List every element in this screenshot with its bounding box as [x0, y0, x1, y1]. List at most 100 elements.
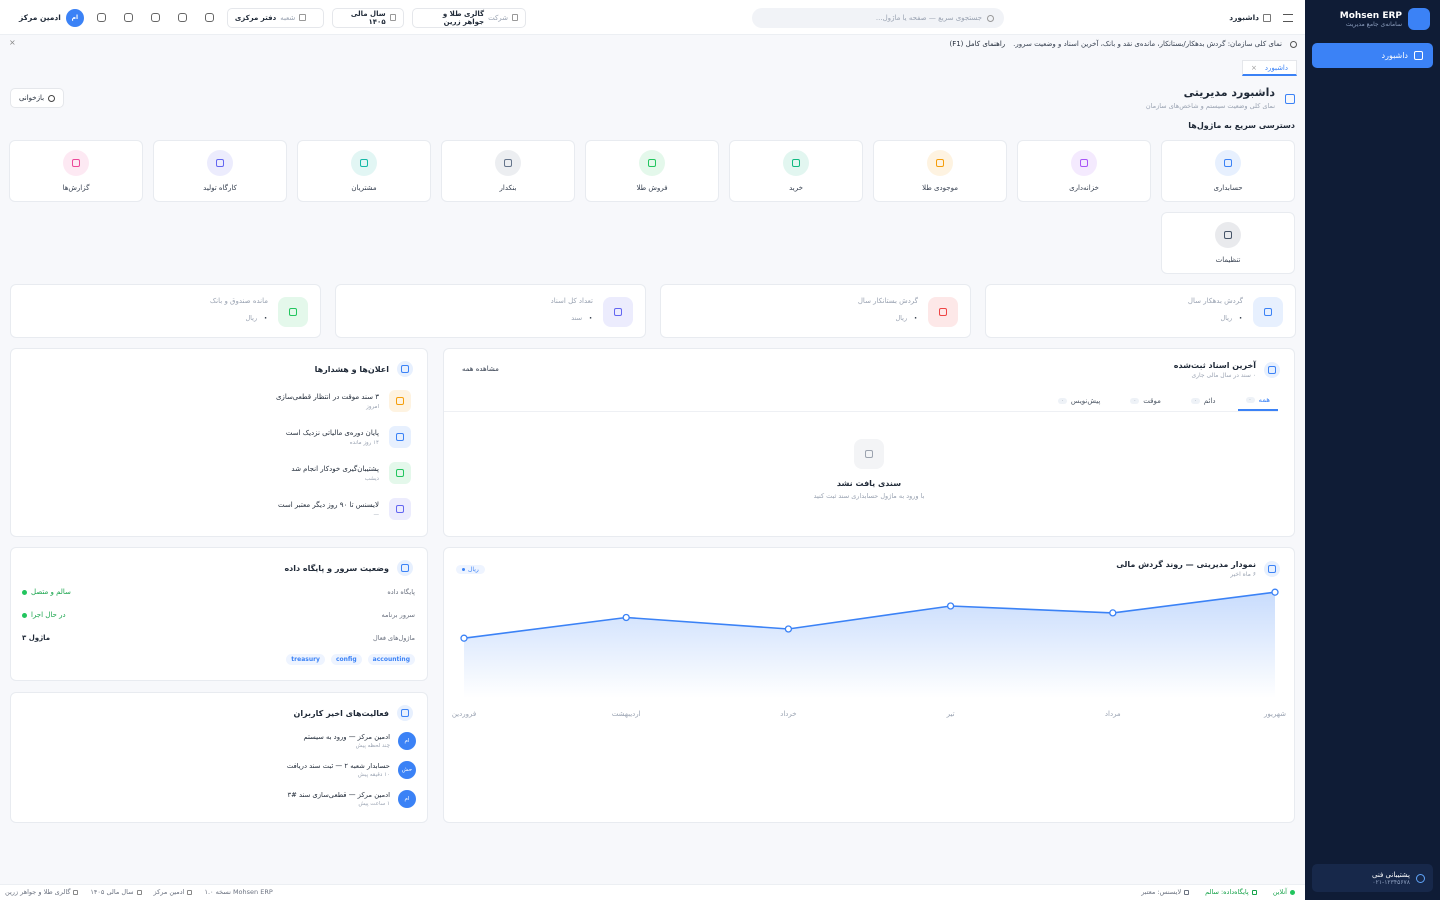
stat-value: ۰ — [913, 313, 918, 322]
module-card[interactable]: خرید — [729, 140, 863, 202]
doc-tab-count: ۰ — [1190, 398, 1200, 404]
footer-left: گالری طلا و جواهر زرین سال مالی ۱۴۰۵ ادمین… — [5, 888, 273, 896]
doc-button[interactable] — [177, 13, 187, 22]
page-subtitle: نمای کلی وضعیت سیستم و شاخص‌های سازمان — [1145, 102, 1275, 110]
brand-name: Mohsen ERP — [1339, 10, 1402, 21]
user-menu[interactable]: ادمین مرکز ام — [14, 8, 84, 27]
module-icon — [1071, 150, 1097, 176]
activity-time: ۱۰ دقیقه پیش — [357, 772, 390, 778]
alert-text: پایان دوره‌ی مالیاتی نزدیک است ۱۴ روز مان… — [286, 429, 379, 446]
notice-close[interactable]: × — [9, 38, 16, 47]
selector-value: دفتر مرکزی — [234, 13, 277, 22]
brand-subtitle: سامانه‌ی جامع مدیریت — [1345, 20, 1402, 28]
alert-item: لایسنس تا ۹۰ روز دیگر معتبر است — — [278, 498, 411, 520]
bell-button[interactable] — [204, 13, 214, 22]
module-card[interactable]: مشتریان — [297, 140, 431, 202]
brand: Mohsen ERP سامانه‌ی جامع مدیریت — [1340, 8, 1430, 30]
header-text: داشبورد مدیریتی نمای کلی وضعیت سیستم و شا… — [1146, 86, 1275, 110]
activity-time: چند لحظه پیش — [355, 743, 390, 749]
activity-text: ادمین مرکز — ورود به سیستم چند لحظه پیش — [303, 733, 390, 749]
module-name: حسابداری — [1213, 184, 1243, 192]
page-title: داشبورد مدیریتی — [1183, 86, 1275, 99]
x-tick-label: اردیبهشت — [612, 710, 641, 718]
activity-time: ۱ ساعت پیش — [358, 801, 390, 807]
help-button[interactable] — [96, 13, 106, 22]
menu-button[interactable] — [123, 13, 133, 22]
card-header-text: آخرین اسناد ثبت‌شده ۰ سند در سال مالی جار… — [1174, 361, 1256, 379]
card-title: فعالیت‌های اخیر کاربران — [293, 708, 389, 718]
stat-label: گردش بدهکار سال — [1187, 297, 1243, 305]
card-header-text: فعالیت‌های اخیر کاربران — [293, 709, 389, 718]
module-tag: treasury — [286, 654, 325, 665]
doc-tab-name: موقت — [1143, 397, 1161, 405]
module-card[interactable]: موجودی طلا — [873, 140, 1007, 202]
glyph — [1224, 231, 1232, 239]
search-box[interactable]: جستجوی سریع — صفحه یا ماژول... — [752, 8, 1004, 28]
module-card[interactable]: کارگاه تولید — [153, 140, 287, 202]
selector[interactable]: شعبه دفتر مرکزی — [226, 7, 324, 28]
module-tag: accounting — [367, 654, 415, 665]
doc-tab[interactable]: دائم ۰ — [1183, 391, 1224, 411]
alert-message: ۳ سند موقت در انتظار قطعی‌سازی — [275, 392, 379, 401]
module-card[interactable]: تنظیمات — [1161, 212, 1295, 274]
nav-item[interactable]: داشبورد — [1312, 43, 1433, 68]
server-label: ماژول‌های فعال — [373, 634, 415, 642]
module-card[interactable]: خزانه‌داری — [1017, 140, 1151, 202]
breadcrumb-text: داشبورد — [1229, 13, 1259, 22]
module-icon — [1215, 150, 1241, 176]
stat-card: گردش بستانکار سال ۰ ریال — [660, 284, 971, 338]
stat-unit: ریال — [1220, 314, 1233, 322]
module-card[interactable]: فروش طلا — [585, 140, 719, 202]
module-icon — [1215, 222, 1241, 248]
module-name: موجودی طلا — [922, 184, 958, 192]
theme-button[interactable] — [150, 13, 160, 22]
selector[interactable]: شرکت گالری طلا و جواهر زرین — [411, 7, 526, 28]
unit-label: ریال — [468, 566, 479, 573]
refresh-button[interactable]: بازخوانی — [10, 88, 64, 108]
card-header-text: اعلان‌ها و هشدارها — [315, 365, 389, 374]
footer-item: ادمین مرکز — [154, 888, 193, 896]
module-card[interactable]: بنکدار — [441, 140, 575, 202]
selector[interactable]: سال مالی ۱۴۰۵ — [331, 7, 404, 28]
empty-title: سندی یافت نشد — [836, 479, 902, 488]
alert-icon — [389, 498, 411, 520]
stat-label: تعداد کل اسناد — [550, 297, 593, 305]
selector-value: گالری طلا و جواهر زرین — [442, 9, 485, 26]
card-icon — [1264, 362, 1280, 378]
page-tab[interactable]: داشبورد × — [1241, 60, 1297, 76]
card-header: فعالیت‌های اخیر کاربران — [293, 705, 413, 721]
doc-tab[interactable]: پیش‌نویس ۰ — [1050, 391, 1108, 411]
module-card[interactable]: گزارش‌ها — [9, 140, 143, 202]
footer-item: گالری طلا و جواهر زرین — [5, 888, 79, 896]
glyph — [401, 564, 409, 572]
menu-icon[interactable] — [1283, 13, 1293, 22]
activity-avatar: ام — [398, 732, 416, 750]
tags: accounting config treasury — [286, 654, 415, 665]
alert-text: لایسنس تا ۹۰ روز دیگر معتبر است — — [278, 501, 379, 518]
selector-icon — [512, 14, 518, 21]
activity-item: ام ادمین مرکز — ورود به سیستم چند لحظه پیش — [303, 732, 416, 750]
doc-tab-count: ۰ — [1245, 397, 1255, 403]
glyph — [396, 469, 404, 477]
brand-logo — [1408, 8, 1430, 30]
info-icon — [1290, 40, 1297, 48]
module-icon — [927, 150, 953, 176]
doc-tab[interactable]: موقت ۰ — [1122, 391, 1169, 411]
doc-tab-name: همه — [1258, 396, 1271, 404]
module-name: تنظیمات — [1215, 256, 1241, 264]
glyph — [504, 159, 512, 167]
header-icon — [1285, 94, 1295, 104]
point — [460, 634, 468, 642]
glyph — [72, 159, 80, 167]
footer-text: پایگاه‌داده: سالم — [1205, 888, 1249, 896]
server-value: سالم و متصل — [22, 588, 71, 596]
module-card[interactable]: حسابداری — [1161, 140, 1295, 202]
module-name: کارگاه تولید — [203, 184, 237, 192]
footer-item: سال مالی ۱۴۰۵ — [90, 888, 142, 896]
notice-help[interactable]: راهنمای کامل (F1) — [949, 40, 1006, 48]
doc-tab[interactable]: همه ۰ — [1237, 391, 1278, 411]
view-all[interactable]: مشاهده همه — [462, 365, 499, 373]
glyph — [936, 159, 944, 167]
activity-item: ام ادمین مرکز — قطعی‌سازی سند #۳ ۱ ساعت پی… — [287, 790, 416, 808]
